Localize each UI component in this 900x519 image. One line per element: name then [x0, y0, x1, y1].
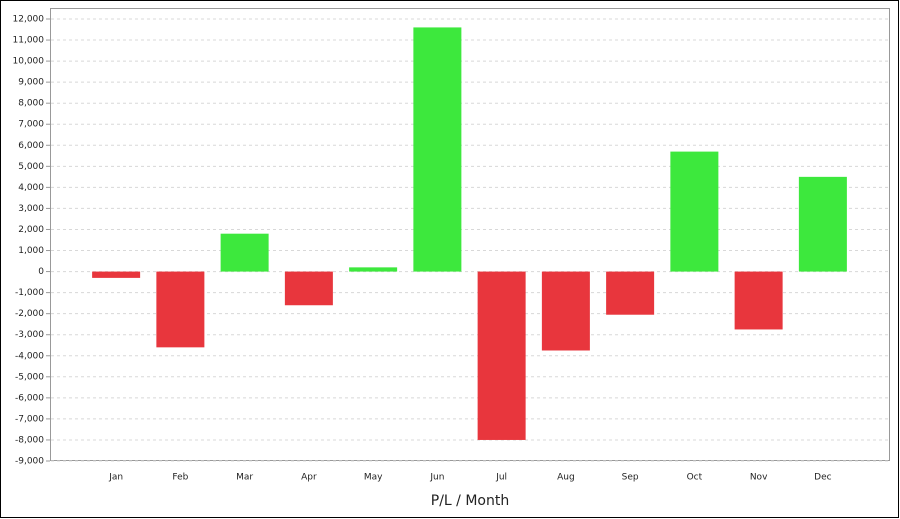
y-tick-label: 12,000	[13, 15, 45, 25]
x-tick-label: Sep	[622, 473, 639, 483]
bar	[413, 27, 462, 272]
y-tick-label: -7,000	[15, 414, 44, 424]
y-tick-label: 3,000	[18, 204, 44, 214]
bar	[541, 271, 590, 351]
bar	[220, 233, 269, 272]
bar	[734, 271, 783, 330]
y-tick-label: -9,000	[15, 457, 44, 467]
bar	[606, 271, 655, 315]
x-tick-label: Jun	[429, 473, 444, 483]
y-tick-label: -2,000	[15, 309, 44, 319]
bar	[670, 151, 719, 272]
y-tick-label: 5,000	[18, 162, 44, 172]
plot-area	[50, 8, 890, 461]
bar	[284, 271, 333, 306]
y-tick-label: 11,000	[13, 36, 45, 46]
bar	[156, 271, 205, 348]
x-axis-label: P/L / Month	[431, 493, 509, 509]
y-tick-label: -6,000	[15, 393, 44, 403]
y-tick-label: 0	[38, 267, 44, 277]
y-tick-label: 7,000	[18, 120, 44, 130]
x-tick-label: Jan	[108, 473, 123, 483]
bar	[477, 271, 526, 440]
x-tick-label: Aug	[557, 473, 575, 483]
y-tick-label: 1,000	[18, 246, 44, 256]
x-tick-label: Feb	[172, 473, 188, 483]
x-tick-label: Dec	[814, 473, 831, 483]
bar	[92, 271, 141, 278]
x-tick-label: Apr	[301, 473, 317, 483]
y-tick-label: 6,000	[18, 141, 44, 151]
y-tick-label: -4,000	[15, 351, 44, 361]
x-tick-label: Nov	[750, 473, 768, 483]
y-tick-label: -5,000	[15, 372, 44, 382]
y-tick-label: 4,000	[18, 183, 44, 193]
y-tick-label: -3,000	[15, 330, 44, 340]
y-tick-label: -8,000	[15, 435, 44, 445]
x-tick-label: Jul	[495, 473, 507, 483]
y-tick-label: 10,000	[13, 57, 45, 67]
x-tick-label: May	[364, 473, 383, 483]
x-tick-label: Oct	[687, 473, 703, 483]
y-tick-label: 2,000	[18, 225, 44, 235]
y-tick-label: 9,000	[18, 78, 44, 88]
y-tick-label: -1,000	[15, 288, 44, 298]
x-tick-label: Mar	[236, 473, 253, 483]
bar	[798, 176, 847, 272]
y-tick-label: 8,000	[18, 99, 44, 109]
bar	[349, 267, 398, 272]
